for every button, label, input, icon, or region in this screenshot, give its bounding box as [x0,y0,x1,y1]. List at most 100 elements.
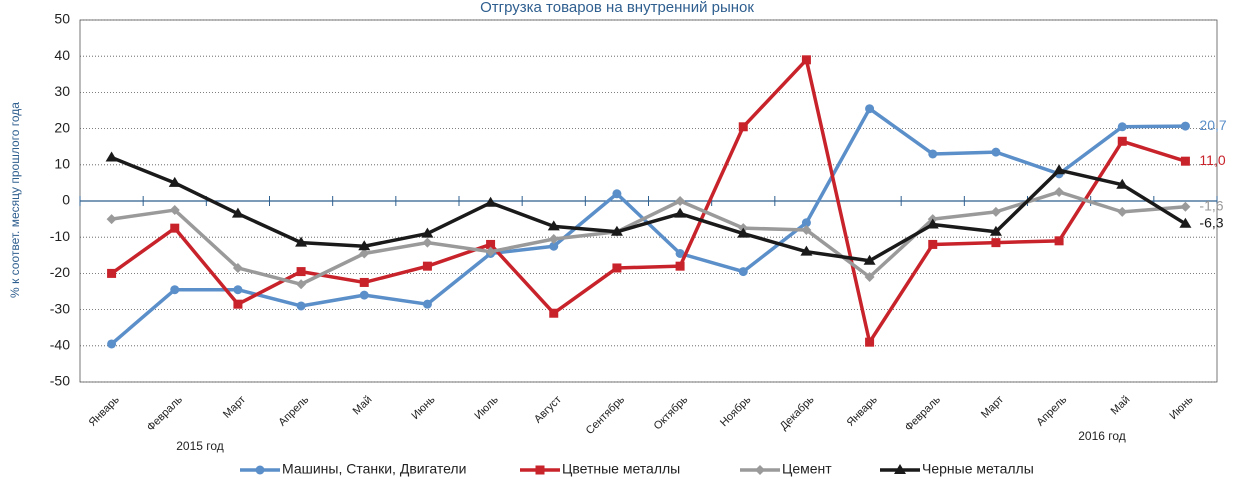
annotation: 2015 год [176,439,224,453]
chart-title: Отгрузка товаров на внутренний рынок [480,0,754,16]
marker [548,234,559,245]
marker [1117,122,1127,132]
marker [675,248,685,258]
marker [296,267,306,277]
marker [801,55,811,65]
marker [422,299,432,309]
marker [675,196,686,206]
series-line [110,155,1187,263]
x-tick-label: Апрель [1034,394,1069,429]
x-tick-label: Март [221,394,248,421]
marker [674,207,687,218]
series-line [110,58,1186,344]
x-tick-label: Февраль [903,394,943,434]
x-tick-label: Август [532,394,564,426]
marker [358,240,371,251]
x-tick-label: Май [351,394,375,418]
marker [484,196,497,207]
marker [865,104,875,114]
marker [549,241,559,251]
x-tick-label: Декабрь [778,394,817,433]
marker [105,151,118,162]
legend-label: Цветные металлы [562,461,680,477]
legend-label: Машины, Станки, Двигатели [282,461,466,477]
marker [255,465,265,475]
marker [991,147,1001,157]
y-tick-label: 30 [54,83,70,99]
series-line [110,106,1186,346]
x-tick-label: Июль [472,394,501,423]
x-tick-label: Май [1109,394,1133,418]
marker [894,464,906,474]
marker [421,227,434,238]
marker [863,254,876,265]
legend-label: Черные металлы [922,461,1034,477]
marker [991,238,1001,248]
marker [233,285,243,295]
marker [168,176,181,187]
marker [359,290,369,300]
marker [169,205,180,216]
marker [928,239,938,249]
marker [295,236,308,247]
x-tick-label: Июнь [409,394,437,422]
marker [928,149,938,159]
marker [738,267,748,277]
y-tick-label: 50 [54,11,70,27]
marker [547,220,560,231]
data-label: 11,0 [1199,152,1225,168]
marker [738,122,748,132]
marker [107,339,117,349]
marker [612,189,622,199]
legend-label: Цемент [782,461,832,477]
marker [486,239,496,249]
marker [233,299,243,309]
marker [170,285,180,295]
marker [422,261,432,271]
marker [106,214,117,225]
marker [296,301,306,311]
y-tick-label: 40 [54,47,70,63]
x-tick-label: Февраль [145,394,185,434]
marker [549,308,559,318]
data-label: -6,3 [1199,215,1223,231]
data-label: -1,6 [1199,197,1223,213]
marker [1117,136,1127,146]
marker [232,262,243,273]
marker [1053,164,1066,175]
y-tick-label: -10 [50,228,70,244]
y-tick-label: 0 [62,192,70,208]
x-tick-label: Октябрь [652,394,691,433]
marker [1180,121,1190,131]
y-tick-label: -50 [50,373,70,389]
x-tick-label: Январь [87,394,122,429]
marker [107,268,117,278]
marker [1117,206,1128,217]
marker [170,223,180,233]
x-tick-label: Июнь [1167,394,1195,422]
marker [864,272,875,283]
marker [755,465,765,475]
x-tick-label: Сентябрь [584,394,628,438]
marker [737,227,750,238]
marker [1180,201,1191,212]
x-tick-label: Апрель [276,394,311,429]
marker [422,237,433,248]
y-tick-label: 10 [54,156,70,172]
y-axis-label: % к соответ. месяцу прошлого года [8,102,22,298]
y-tick-label: -30 [50,300,70,316]
marker [359,248,370,259]
marker [231,207,244,218]
marker [485,246,496,257]
marker [1116,178,1129,189]
marker [296,279,307,290]
marker [800,245,813,256]
data-label: 20,7 [1199,117,1226,133]
marker [990,206,1001,217]
marker [1179,217,1192,228]
x-tick-label: Март [979,394,1006,421]
marker [675,261,685,271]
y-tick-label: 20 [54,119,70,135]
